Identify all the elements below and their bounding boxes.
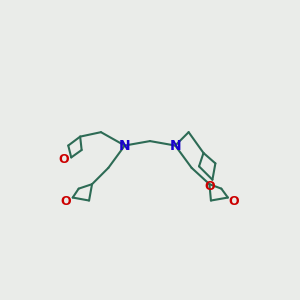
Text: O: O bbox=[229, 195, 239, 208]
Text: O: O bbox=[58, 153, 69, 166]
Text: N: N bbox=[119, 139, 130, 152]
Text: N: N bbox=[169, 139, 181, 152]
Text: O: O bbox=[61, 195, 71, 208]
Text: O: O bbox=[204, 180, 215, 193]
